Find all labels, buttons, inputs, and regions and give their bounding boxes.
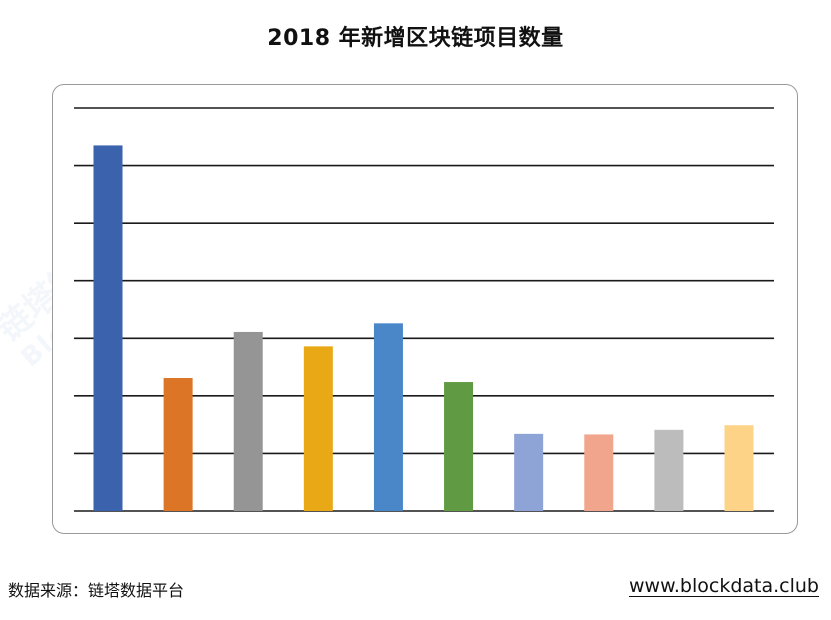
bar-5 [373,323,403,511]
chart-title: 2018 年新增区块链项目数量 [267,26,564,51]
bar-7 [514,433,544,511]
bar-10 [724,425,754,511]
bar-9 [654,429,684,511]
bar-2 [163,378,193,511]
data-source-note: 数据来源：链塔数据平台 [8,581,185,600]
bar-6 [444,382,474,511]
bar-3 [233,331,263,511]
bar-8 [584,434,614,511]
bar-1 [93,145,123,511]
bars [93,145,754,511]
bar-4 [303,346,333,511]
bar-chart [74,107,774,512]
website-link[interactable]: www.blockdata.club [629,575,819,597]
